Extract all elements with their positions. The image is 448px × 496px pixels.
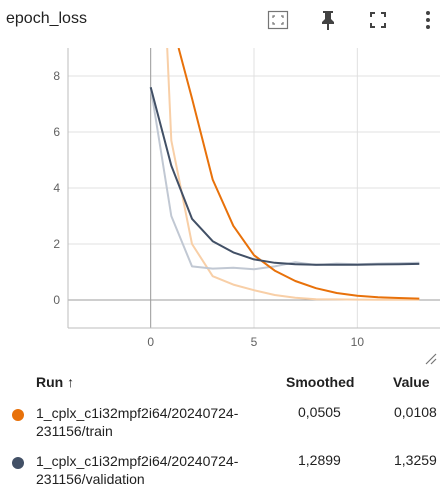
run-name: 1_cplx_c1i32mpf2i64/20240724-231156/trai… <box>36 405 239 439</box>
fullscreen-button[interactable] <box>366 8 390 32</box>
series-line-smoothed <box>177 48 420 300</box>
legend-row-train[interactable]: 1_cplx_c1i32mpf2i64/20240724-231156/trai… <box>0 404 448 448</box>
more-vert-icon <box>426 11 430 29</box>
series-color-dot <box>12 457 24 469</box>
card-header: epoch_loss <box>0 0 448 42</box>
chart-title: epoch_loss <box>6 10 87 27</box>
loss-chart[interactable]: 0 5 10 0 2 4 6 8 <box>0 40 448 370</box>
value-column-header[interactable]: Value <box>393 374 430 390</box>
fit-domain-button[interactable] <box>266 8 290 32</box>
legend-row-validation[interactable]: 1_cplx_c1i32mpf2i64/20240724-231156/vali… <box>0 452 448 496</box>
run-name: 1_cplx_c1i32mpf2i64/20240724-231156/vali… <box>36 453 239 487</box>
pin-icon <box>322 11 334 30</box>
series-line-raw <box>166 48 420 301</box>
run-column-header[interactable]: Run ↑ <box>36 374 75 390</box>
x-tick-label: 0 <box>147 335 154 349</box>
raw-value: 0,0108 <box>394 404 437 420</box>
y-tick-label: 0 <box>53 293 60 307</box>
raw-value: 1,3259 <box>394 452 437 468</box>
smoothed-value: 1,2899 <box>298 452 341 468</box>
y-tick-label: 8 <box>53 69 60 83</box>
series-color-dot <box>12 409 24 421</box>
fullscreen-icon <box>370 12 386 28</box>
fit-domain-icon <box>267 10 289 30</box>
y-tick-label: 4 <box>53 181 60 195</box>
series-line-smoothed <box>149 86 420 266</box>
resize-handle-icon[interactable] <box>424 352 438 366</box>
smoothed-column-header[interactable]: Smoothed <box>286 374 355 390</box>
y-tick-label: 6 <box>53 125 60 139</box>
x-tick-label: 10 <box>351 335 365 349</box>
y-tick-label: 2 <box>53 237 60 251</box>
pin-button[interactable] <box>316 8 340 32</box>
more-options-button[interactable] <box>416 8 440 32</box>
smoothed-value: 0,0505 <box>298 404 341 420</box>
x-tick-label: 5 <box>251 335 258 349</box>
